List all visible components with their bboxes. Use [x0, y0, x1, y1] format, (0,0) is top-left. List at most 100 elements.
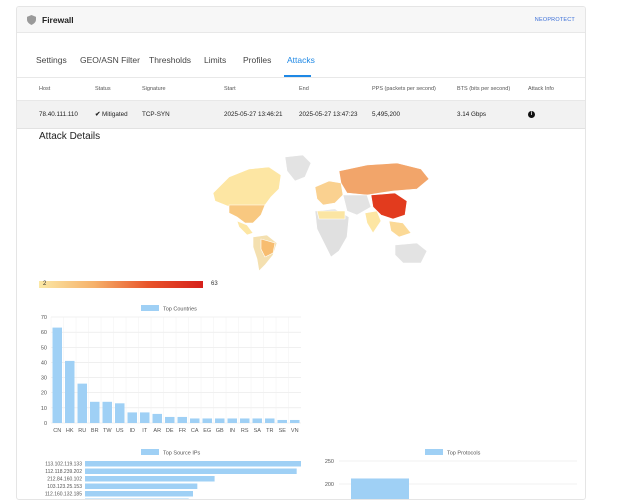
world-map — [212, 154, 430, 272]
map-india — [364, 210, 382, 234]
bar-cn — [52, 327, 62, 423]
column-header-end: End — [299, 86, 309, 92]
y-tick-label: 70 — [41, 315, 47, 321]
scale-max-label: 63 — [211, 281, 218, 287]
map-color-scale — [39, 281, 203, 288]
column-header-signature: Signature — [142, 86, 166, 92]
tab-thresholds[interactable]: Thresholds — [149, 55, 192, 65]
y-tick-label: 212.84.160.102 — [47, 477, 82, 483]
map-russia — [338, 162, 430, 196]
card-title: Firewall — [42, 15, 74, 25]
map-southeast-asia — [388, 220, 412, 238]
top-source-ips-chart: Top Source IPs 113.102.119.133112.118.239… — [45, 449, 301, 499]
y-tick-label: 30 — [41, 376, 47, 382]
column-header-pps: PPS (packets per second) — [372, 86, 436, 92]
x-tick-label: ID — [130, 428, 136, 434]
cell-host: 78.40.111.110 — [39, 111, 78, 118]
map-europe — [314, 180, 344, 206]
bar-source-ip — [85, 491, 193, 497]
y-tick-label: 10 — [41, 406, 47, 412]
column-header-status: Status — [95, 86, 111, 92]
shield-icon — [27, 15, 36, 25]
cell-pps: 5,495,200 — [372, 111, 401, 118]
x-tick-label: IN — [230, 428, 236, 434]
tab-geo-asn-filter[interactable]: GEO/ASN Filter — [80, 55, 140, 65]
x-tick-label: HK — [66, 428, 74, 434]
map-north-africa — [316, 210, 346, 220]
cell-end: 2025-05-27 13:47:23 — [299, 111, 358, 118]
firewall-card: Firewall NEOPROTECT Settings GEO/ASN Fil… — [16, 6, 586, 500]
map-central-asia — [342, 194, 372, 216]
x-tick-label: CN — [53, 428, 61, 434]
y-tick-label: 112.160.132.185 — [45, 492, 82, 498]
info-icon[interactable]: i — [528, 111, 535, 118]
table-row[interactable]: 78.40.111.110 ✔ Mitigated TCP-SYN 2025-0… — [17, 101, 585, 129]
bar-source-ip — [85, 483, 198, 489]
tab-attacks[interactable]: Attacks — [287, 55, 315, 65]
tab-settings[interactable]: Settings — [36, 55, 67, 65]
bar-in — [227, 418, 237, 423]
legend-label-top-countries: Top Countries — [163, 307, 197, 313]
map-china — [370, 192, 408, 220]
y-tick-label: 60 — [41, 330, 47, 336]
bar-eg — [202, 418, 212, 423]
active-tab-indicator — [284, 75, 311, 77]
x-tick-label: US — [116, 428, 124, 434]
attack-details-title: Attack Details — [39, 131, 101, 142]
x-tick-label: FR — [179, 428, 186, 434]
column-header-bts: BTS (bits per second) — [457, 86, 511, 92]
legend-label-top-source-ips: Top Source IPs — [163, 451, 201, 457]
x-tick-label: GB — [216, 428, 224, 434]
map-australia — [394, 242, 428, 264]
y-tick-label: 250 — [325, 459, 334, 465]
cell-start: 2025-05-27 13:46:21 — [224, 111, 283, 118]
bar-rs — [240, 418, 250, 423]
x-tick-label: IT — [142, 428, 148, 434]
bar-source-ip — [85, 468, 297, 474]
map-greenland — [284, 154, 312, 182]
x-tick-label: VN — [291, 428, 299, 434]
y-tick-label: 112.118.239.202 — [45, 469, 82, 475]
bar-ar — [152, 413, 162, 423]
legend-swatch-top-countries — [141, 305, 159, 311]
bar-it — [140, 412, 150, 423]
x-tick-label: DE — [166, 428, 174, 434]
x-tick-label: SA — [254, 428, 262, 434]
legend-swatch-top-protocols — [425, 449, 443, 455]
bar-ca — [190, 418, 200, 423]
tab-profiles[interactable]: Profiles — [243, 55, 272, 65]
bar-hk — [65, 360, 75, 423]
y-tick-label: 200 — [325, 482, 334, 488]
top-countries-chart: Top Countries 0 10 20 30 40 50 60 70 CN HK RU BR TW US… — [41, 305, 301, 434]
column-header-attack-info: Attack Info — [528, 86, 554, 92]
top-protocols-chart: Top Protocols150200250 — [325, 449, 577, 499]
y-tick-label: 0 — [44, 421, 47, 427]
map-brazil — [260, 238, 276, 258]
bar-source-ip — [85, 476, 215, 482]
tab-limits[interactable]: Limits — [204, 55, 227, 65]
bar-vn — [290, 419, 300, 423]
legend-swatch-top-source-ips — [141, 449, 159, 455]
cell-signature: TCP-SYN — [142, 111, 170, 118]
x-tick-label: RS — [241, 428, 249, 434]
y-tick-label: 20 — [41, 391, 47, 397]
x-tick-label: BR — [91, 428, 99, 434]
column-header-host: Host — [39, 86, 51, 92]
card-header: Firewall NEOPROTECT — [17, 7, 585, 33]
x-tick-label: SE — [279, 428, 287, 434]
bar-sa — [252, 418, 262, 423]
x-tick-label: TR — [266, 428, 273, 434]
x-tick-label: CA — [191, 428, 199, 434]
bar-us — [115, 403, 125, 423]
x-tick-label: TW — [103, 428, 112, 434]
x-tick-label: AR — [153, 428, 161, 434]
y-tick-label: 40 — [41, 360, 47, 366]
checkmark-icon: ✔ — [95, 111, 101, 118]
brand-link[interactable]: NEOPROTECT — [534, 17, 575, 23]
bar-de — [165, 416, 175, 423]
map-mexico — [236, 220, 254, 236]
table-header: Host Status Signature Start End PPS (pac… — [17, 77, 585, 101]
column-header-start: Start — [224, 86, 236, 92]
bar-id — [127, 412, 137, 423]
tab-bar: Settings GEO/ASN Filter Thresholds Limit… — [17, 51, 585, 77]
